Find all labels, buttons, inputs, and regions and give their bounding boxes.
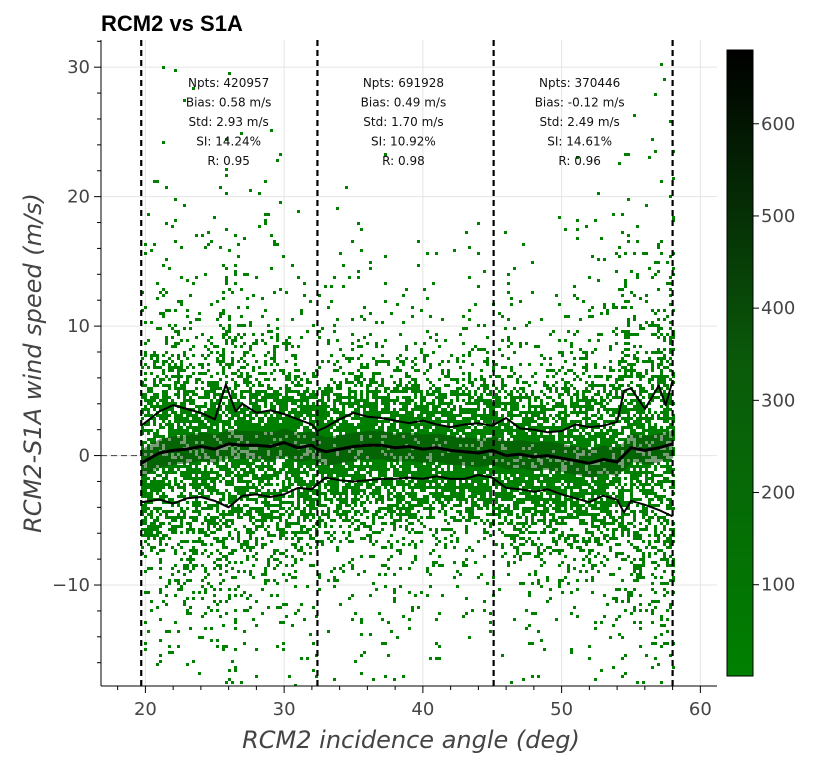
stats-line: Bias: -0.12 m/s bbox=[535, 96, 625, 110]
stats-line: Bias: 0.49 m/s bbox=[361, 96, 447, 110]
y-axis-title: RCM2-S1A wind speed (m/s) bbox=[19, 193, 47, 533]
x-tick-label: 30 bbox=[273, 699, 296, 720]
y-tick-label: 30 bbox=[67, 57, 90, 78]
stats-line: R: 0.96 bbox=[558, 154, 601, 168]
colorbar-tick-label: 100 bbox=[761, 575, 795, 596]
stats-line: SI: 10.92% bbox=[371, 135, 436, 149]
beam-boundary-lines bbox=[140, 40, 674, 686]
x-axis-title: RCM2 incidence angle (deg) bbox=[242, 726, 580, 754]
stats-panels: Npts: 420957 Bias: 0.58 m/s Std: 2.93 m/s S… bbox=[186, 76, 625, 168]
series-line-lower bbox=[141, 474, 674, 518]
series-line-median bbox=[140, 441, 674, 465]
stats-line: Bias: 0.58 m/s bbox=[186, 96, 272, 110]
stats-line: Std: 2.93 m/s bbox=[188, 115, 268, 129]
density-scatter bbox=[141, 63, 675, 686]
stats-line: Std: 1.70 m/s bbox=[363, 115, 443, 129]
density-core bbox=[141, 428, 674, 478]
x-tick-label: 40 bbox=[411, 699, 434, 720]
stats-line: SI: 14.24% bbox=[196, 135, 261, 149]
y-tick-label: −10 bbox=[52, 575, 90, 596]
axes: 20 30 40 50 60 −10 0 10 20 30 bbox=[52, 40, 717, 720]
colorbar-tick-label: 500 bbox=[761, 206, 795, 227]
stats-line: Npts: 420957 bbox=[188, 76, 269, 90]
chart-title: RCM2 vs S1A bbox=[101, 11, 243, 36]
density-cells bbox=[141, 63, 675, 686]
stats-line: Std: 2.49 m/s bbox=[539, 115, 619, 129]
stats-line: SI: 14.61% bbox=[547, 135, 612, 149]
stats-line: Npts: 370446 bbox=[539, 76, 620, 90]
y-tick-label: 10 bbox=[67, 316, 90, 337]
series-line-upper bbox=[140, 380, 674, 434]
x-tick-label: 60 bbox=[689, 699, 712, 720]
colorbar-tick-label: 300 bbox=[761, 390, 795, 411]
x-tick-label: 20 bbox=[134, 699, 157, 720]
colorbar-gradient bbox=[726, 49, 754, 677]
colorbar-tick-label: 600 bbox=[761, 114, 795, 135]
y-tick-label: 0 bbox=[79, 446, 90, 467]
stats-line: R: 0.98 bbox=[382, 154, 425, 168]
stats-line: Npts: 691928 bbox=[363, 76, 444, 90]
colorbar-tick-label: 400 bbox=[761, 298, 795, 319]
colorbar-tick-label: 200 bbox=[761, 483, 795, 504]
statistic-lines bbox=[140, 380, 674, 518]
stats-line: R: 0.95 bbox=[207, 154, 250, 168]
y-tick-label: 20 bbox=[67, 187, 90, 208]
colorbar: 100 200 300 400 500 600 bbox=[726, 49, 795, 677]
x-tick-label: 50 bbox=[550, 699, 573, 720]
